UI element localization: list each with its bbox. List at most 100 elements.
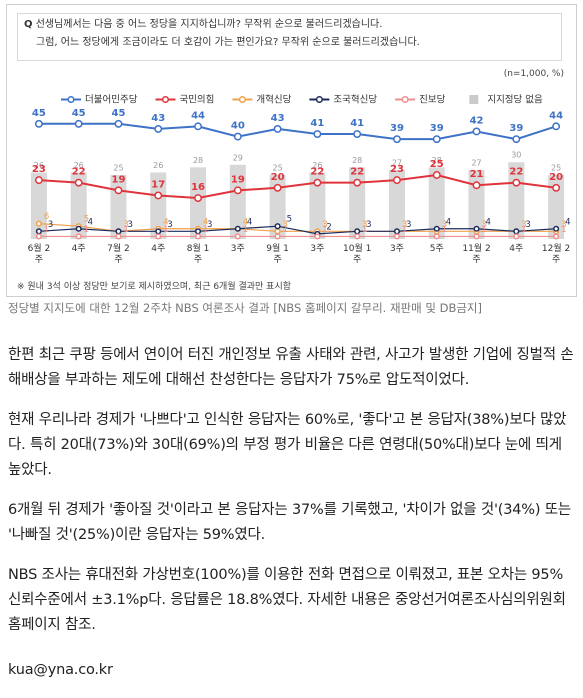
value-label: 3 <box>362 220 367 230</box>
point <box>35 233 42 240</box>
value-label: 4 <box>565 217 570 227</box>
value-label: 1 <box>44 225 49 235</box>
point <box>114 119 123 128</box>
point <box>74 178 83 187</box>
value-label: 4 <box>247 217 252 227</box>
value-label: 22 <box>310 167 324 178</box>
value-label: 3 <box>482 220 487 230</box>
value-label: 43 <box>151 113 165 124</box>
value-label: 4 <box>446 217 451 227</box>
point <box>155 228 162 235</box>
value-label: 39 <box>509 123 523 134</box>
point <box>433 225 440 232</box>
value-label: 17 <box>151 179 165 190</box>
point <box>35 220 42 227</box>
bar-value-label: 27 <box>471 158 481 167</box>
point <box>273 183 282 192</box>
question-text: 그럼, 어느 정당에게 조금이라도 더 호감이 가는 편인가요? 무작위 순으로… <box>36 37 420 48</box>
value-label: 4 <box>243 217 248 227</box>
point <box>353 178 362 187</box>
paragraph: 6개월 뒤 경제가 '좋아질 것'이라고 본 응답자는 37%를 기록했고, '… <box>8 502 571 543</box>
value-label: 21 <box>470 169 484 180</box>
point <box>75 225 82 232</box>
value-label: 5 <box>287 215 292 225</box>
point <box>393 135 401 144</box>
value-label: 1 <box>243 225 248 235</box>
value-label: 3 <box>406 220 411 230</box>
value-label: 42 <box>470 115 484 126</box>
bar-value-label: 28 <box>352 156 362 165</box>
value-label: 3 <box>402 220 407 230</box>
bar-value-label: 28 <box>193 156 203 165</box>
article: 한편 최근 쿠팡 등에서 연이어 터진 개인정보 유출 사태와 관련, 사고가 … <box>8 343 576 698</box>
x-tick-label: 10월 1주 <box>343 244 372 265</box>
value-label: 3 <box>366 220 371 230</box>
point <box>432 135 441 144</box>
bar <box>428 167 445 239</box>
bar <box>388 169 405 239</box>
value-label: 40 <box>231 121 245 132</box>
legend-marker <box>238 95 246 104</box>
value-label: 45 <box>72 108 86 119</box>
bar <box>508 162 525 239</box>
point <box>234 233 241 240</box>
legend-label: 지지정당 없음 <box>487 94 543 106</box>
value-label: 1 <box>163 225 168 235</box>
point <box>473 225 480 232</box>
paragraph: NBS 조사는 휴대전화 가상번호(100%)를 이용한 전화 면접으로 이뤄졌… <box>8 567 566 633</box>
bar-value-label: 26 <box>312 161 322 170</box>
legend-marker <box>161 95 170 104</box>
point <box>274 233 281 240</box>
bar <box>548 175 565 239</box>
value-label: 1 <box>561 225 566 235</box>
legend-marker <box>67 95 75 104</box>
value-label: 1 <box>482 225 487 235</box>
point <box>313 130 322 138</box>
question-text: 선생님께서는 다음 중 어느 정당을 지지하십니까? 무작위 순으로 불러드리겠… <box>35 19 383 30</box>
point <box>354 228 361 235</box>
bar-value-label: 25 <box>113 164 123 173</box>
point <box>432 171 441 179</box>
value-label: 1 <box>203 225 208 235</box>
x-tick-label: 9월 1주 <box>266 244 289 265</box>
point <box>115 228 122 235</box>
bar <box>30 172 47 239</box>
value-label: 45 <box>112 108 126 119</box>
value-label: 23 <box>32 164 46 175</box>
legend-label: 조국혁신당 <box>333 95 377 106</box>
chart: 더불어민주당 국민의힘 개혁신당 조국혁신당 진보당 지지정당 없음 26 26 25 26 28 2… <box>6 4 577 297</box>
point <box>472 127 481 136</box>
value-label: 4 <box>88 217 93 227</box>
point <box>115 233 122 240</box>
bar <box>229 164 246 239</box>
bar <box>309 172 326 239</box>
bar-value-label: 28 <box>432 156 442 165</box>
value-label: 3 <box>525 220 530 230</box>
value-label: 4 <box>486 217 491 227</box>
point <box>513 233 520 240</box>
value-label: 1 <box>402 225 407 235</box>
value-label: 3 <box>561 220 566 230</box>
value-label: 3 <box>167 220 172 230</box>
value-label: 41 <box>350 118 364 129</box>
bar-value-label: 26 <box>34 161 44 170</box>
point <box>273 124 282 133</box>
series-line <box>38 225 557 235</box>
value-label: 1 <box>362 225 367 235</box>
point <box>472 181 481 190</box>
legend-label: 개혁신당 <box>256 95 291 106</box>
footnote: ※ 원내 3석 이상 정당만 보기로 제시하였으며, 최근 6개월 결과만 표시… <box>17 282 292 292</box>
value-label: 39 <box>430 123 444 134</box>
point <box>274 228 281 235</box>
question-box: Q 선생님께서는 다음 중 어느 정당을 지지하십니까? 무작위 순으로 불러드… <box>17 13 562 61</box>
x-tick-label: 11월 2주 <box>462 244 491 265</box>
point <box>354 233 361 240</box>
value-label: 3 <box>322 220 327 230</box>
value-label: 3 <box>442 220 447 230</box>
legend-label: 진보당 <box>419 95 445 106</box>
point <box>393 233 401 240</box>
point <box>233 186 242 195</box>
value-label: 1 <box>442 225 447 235</box>
value-label: 22 <box>72 167 86 178</box>
